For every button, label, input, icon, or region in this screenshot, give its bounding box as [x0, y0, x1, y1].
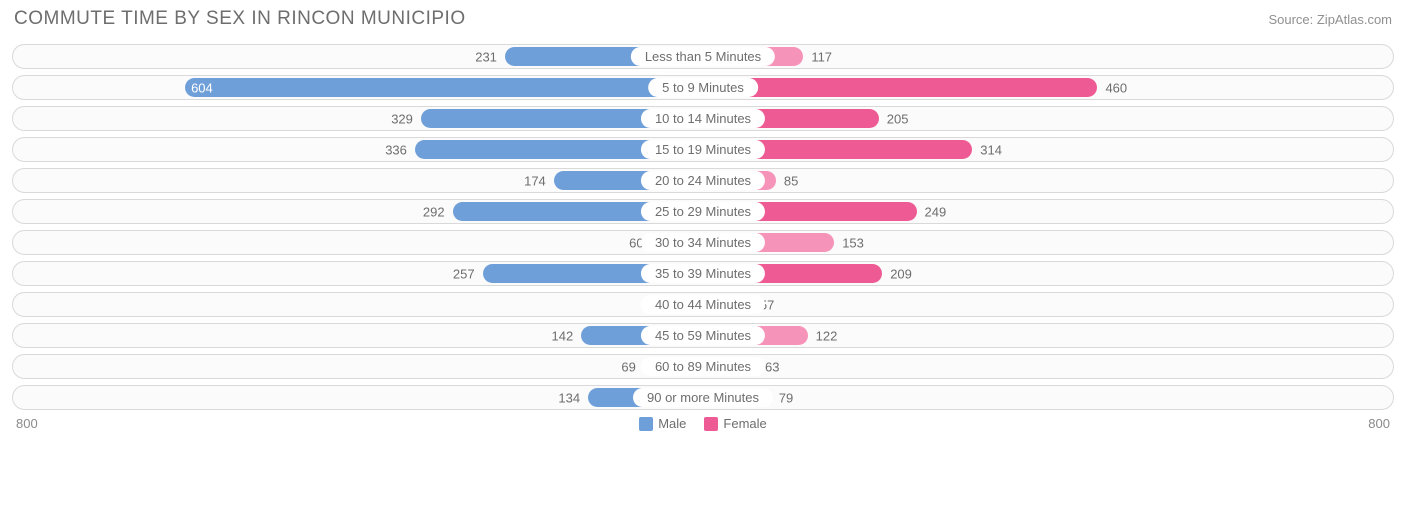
female-value: 205 [879, 111, 909, 126]
female-value: 117 [803, 49, 832, 64]
category-label: 35 to 39 Minutes [641, 264, 765, 283]
chart-source: Source: ZipAtlas.com [1268, 12, 1392, 27]
male-bar: 604 [185, 78, 703, 97]
category-label: 5 to 9 Minutes [648, 78, 758, 97]
chart-row: 134 7990 or more Minutes [12, 385, 1394, 410]
axis-max-right: 800 [1368, 416, 1390, 431]
male-value: 336 [385, 142, 415, 157]
male-value: 174 [524, 173, 554, 188]
female-value: 460 [1097, 80, 1127, 95]
category-label: 10 to 14 Minutes [641, 109, 765, 128]
female-value: 122 [808, 328, 838, 343]
category-label: 20 to 24 Minutes [641, 171, 765, 190]
category-label: 15 to 19 Minutes [641, 140, 765, 159]
legend-female-label: Female [723, 416, 766, 431]
legend-female: Female [704, 416, 766, 431]
category-label: 40 to 44 Minutes [641, 295, 765, 314]
male-value: 257 [453, 266, 483, 281]
chart-container: COMMUTE TIME BY SEX IN RINCON MUNICIPIO … [0, 0, 1406, 435]
legend-male-swatch [639, 417, 653, 431]
chart-row: 165740 to 44 Minutes [12, 292, 1394, 317]
category-label: 45 to 59 Minutes [641, 326, 765, 345]
chart-row: 174 85 20 to 24 Minutes [12, 168, 1394, 193]
category-label: 90 or more Minutes [633, 388, 773, 407]
chart-row: 257 209 35 to 39 Minutes [12, 261, 1394, 286]
chart-row: 6044605 to 9 Minutes [12, 75, 1394, 100]
chart-row: 696360 to 89 Minutes [12, 354, 1394, 379]
chart-row: 336 314 15 to 19 Minutes [12, 137, 1394, 162]
category-label: 30 to 34 Minutes [641, 233, 765, 252]
male-value: 134 [558, 390, 588, 405]
male-value: 231 [475, 49, 505, 64]
female-value: 249 [917, 204, 947, 219]
chart-footer: 800 Male Female 800 [12, 416, 1394, 431]
female-value: 314 [972, 142, 1002, 157]
chart-row: 142 122 45 to 59 Minutes [12, 323, 1394, 348]
female-value: 209 [882, 266, 912, 281]
female-value: 153 [834, 235, 864, 250]
chart-rows: 231117Less than 5 Minutes6044605 to 9 Mi… [12, 44, 1394, 410]
legend-male-label: Male [658, 416, 686, 431]
chart-row: 231 117 Less than 5 Minutes [12, 44, 1394, 69]
category-label: 25 to 29 Minutes [641, 202, 765, 221]
chart-row: 292 249 25 to 29 Minutes [12, 199, 1394, 224]
category-label: 60 to 89 Minutes [641, 357, 765, 376]
male-value: 604 [191, 80, 213, 95]
male-value: 292 [423, 204, 453, 219]
male-value: 329 [391, 111, 421, 126]
female-value: 79 [771, 390, 793, 405]
chart-title: COMMUTE TIME BY SEX IN RINCON MUNICIPIO [14, 8, 466, 30]
legend-female-swatch [704, 417, 718, 431]
axis-max-left: 800 [16, 416, 38, 431]
chart-header: COMMUTE TIME BY SEX IN RINCON MUNICIPIO … [12, 8, 1394, 30]
chart-row: 329 205 10 to 14 Minutes [12, 106, 1394, 131]
chart-legend: Male Female [639, 416, 767, 431]
chart-row: 6015330 to 34 Minutes [12, 230, 1394, 255]
female-bar: 460 [703, 78, 1097, 97]
legend-male: Male [639, 416, 686, 431]
male-value: 142 [552, 328, 582, 343]
category-label: Less than 5 Minutes [631, 47, 775, 66]
female-value: 85 [776, 173, 798, 188]
